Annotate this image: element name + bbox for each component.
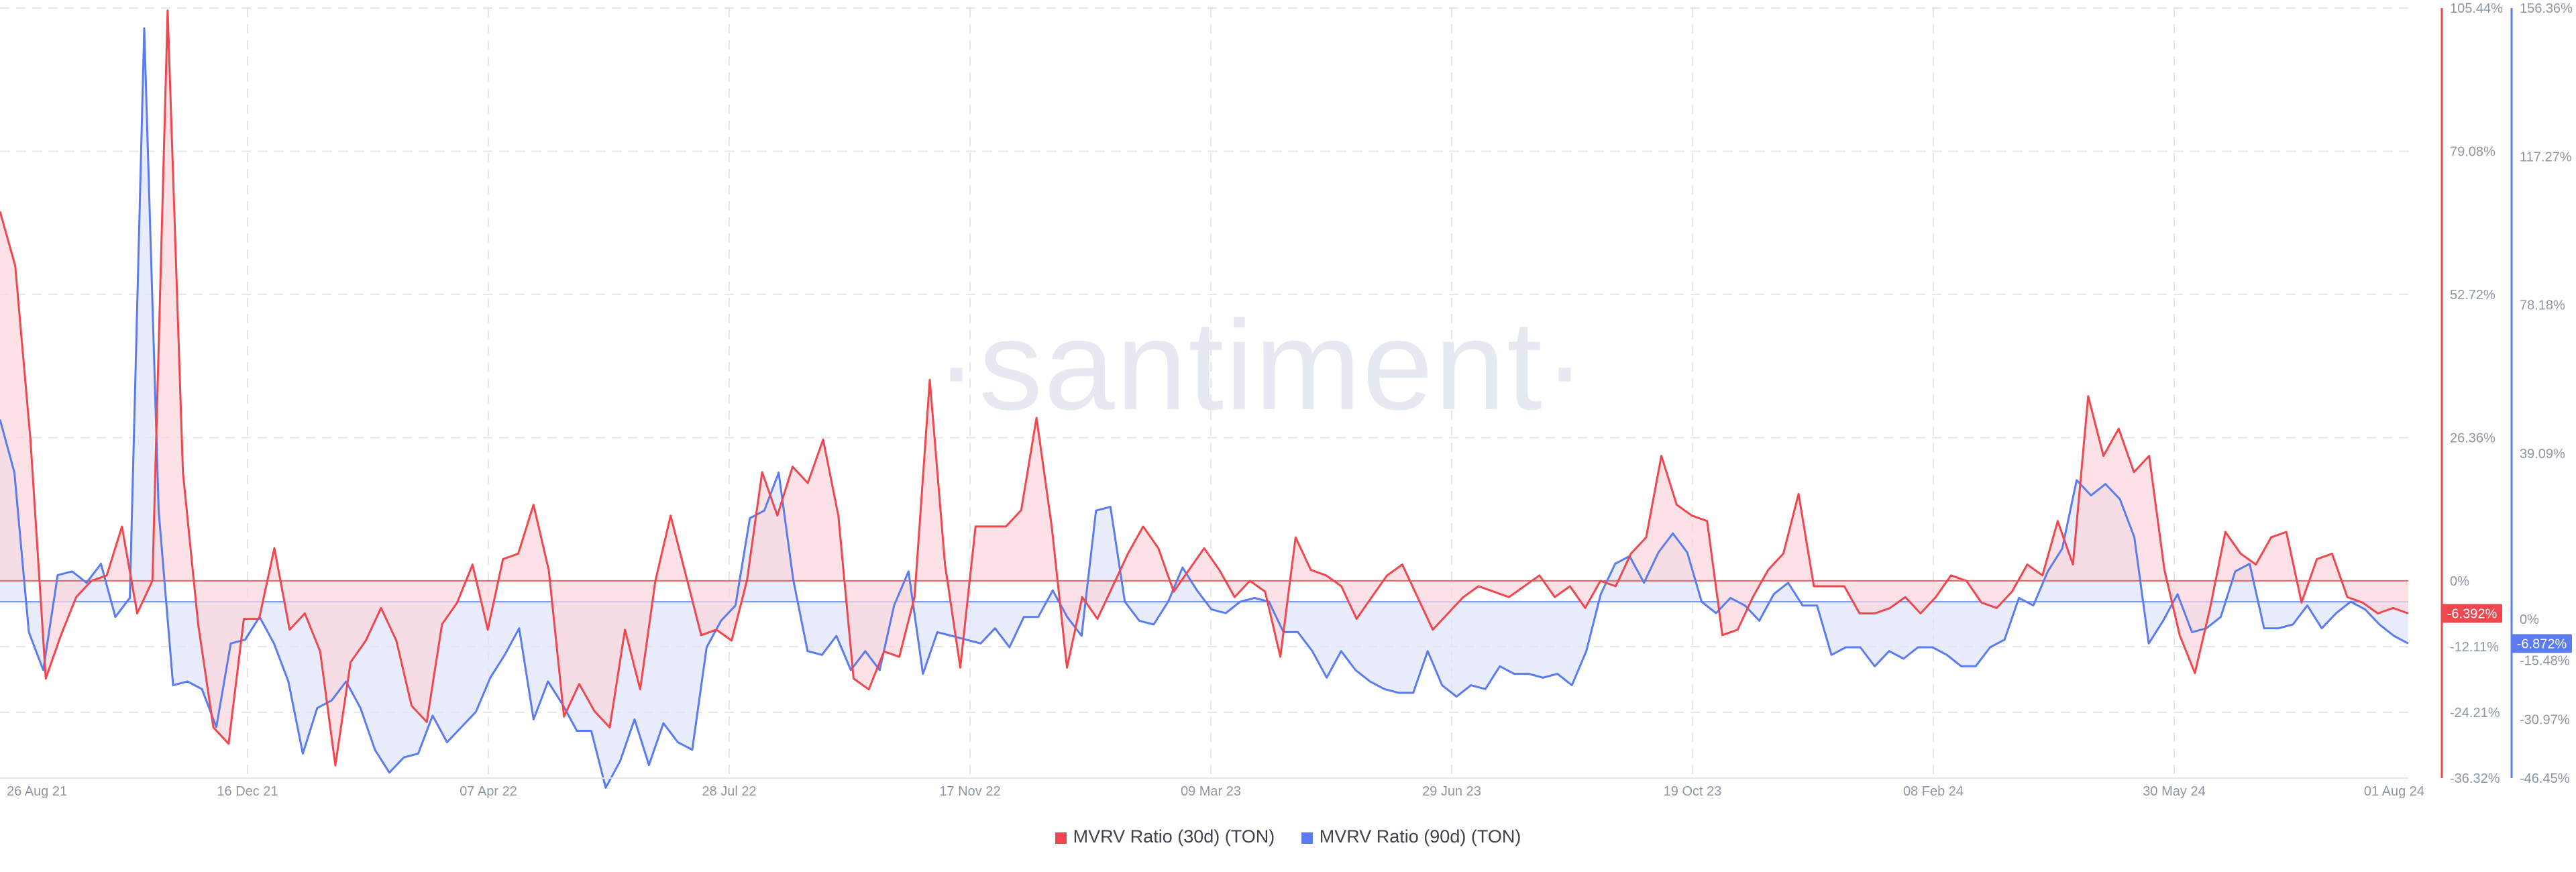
current-value-badge-30d: -6.392%	[2447, 606, 2498, 621]
y-tick-label-90d: -15.48%	[2520, 654, 2570, 669]
y-tick-label-90d: 117.27%	[2520, 150, 2572, 164]
y-axis-ticks: 105.44% 79.08% 52.72% 26.36% 0% -12.11% -24.21…	[2442, 1, 2573, 786]
area-fills	[0, 10, 2408, 788]
legend: MVRV Ratio (30d) (TON) MVRV Ratio (90d) …	[0, 826, 2576, 847]
x-axis-ticks: 26 Aug 21 16 Dec 21 07 Apr 22 28 Jul 22 17 N…	[7, 784, 2424, 799]
x-tick-label: 09 Mar 23	[1181, 784, 1241, 799]
y-tick-label-30d: 79.08%	[2450, 144, 2496, 159]
y-tick-label-30d: 52.72%	[2450, 288, 2496, 303]
x-tick-label: 16 Dec 21	[217, 784, 278, 799]
y-tick-label-30d: -24.21%	[2450, 706, 2500, 720]
y-tick-label-90d: 78.18%	[2520, 298, 2565, 313]
area-fill-30d	[0, 10, 2408, 766]
x-tick-label: 17 Nov 22	[939, 784, 1000, 799]
legend-swatch-30d	[1055, 832, 1067, 844]
y-tick-label-30d: -36.32%	[2450, 771, 2500, 786]
y-tick-label-30d: 26.36%	[2450, 431, 2496, 445]
x-tick-label: 30 May 24	[2143, 784, 2205, 799]
y-tick-label-30d: 105.44%	[2450, 1, 2503, 16]
current-value-badge-90d-bg	[2512, 634, 2572, 653]
current-value-badge-30d-bg	[2442, 604, 2502, 623]
y-tick-label-30d: -12.11%	[2450, 640, 2499, 655]
legend-item-90d[interactable]: MVRV Ratio (90d) (TON)	[1301, 826, 1521, 847]
y-tick-label-90d: 0%	[2520, 612, 2539, 627]
x-tick-label: 07 Apr 22	[460, 784, 517, 799]
santiment-watermark: ·santiment·	[935, 294, 1587, 437]
y-tick-label-90d: 39.09%	[2520, 447, 2565, 461]
y-tick-label-90d: -46.45%	[2520, 771, 2570, 786]
x-tick-label: 29 Jun 23	[1422, 784, 1481, 799]
legend-swatch-90d	[1301, 832, 1313, 844]
series-lines	[0, 9, 2409, 789]
y-tick-label-30d: 0%	[2450, 574, 2469, 589]
y-tick-label-90d: 156.36%	[2520, 1, 2573, 16]
x-tick-label: 08 Feb 24	[1903, 784, 1964, 799]
legend-label-90d: MVRV Ratio (90d) (TON)	[1319, 826, 1521, 847]
legend-item-30d[interactable]: MVRV Ratio (30d) (TON)	[1055, 826, 1275, 847]
x-tick-label: 26 Aug 21	[7, 784, 67, 799]
x-tick-label: 01 Aug 24	[2364, 784, 2424, 799]
x-tick-label: 19 Oct 23	[1664, 784, 1722, 799]
current-value-badge-90d: -6.872%	[2517, 637, 2567, 651]
y-tick-label-90d: -30.97%	[2520, 712, 2570, 727]
series-line-30d	[0, 9, 2409, 767]
x-tick-label: 28 Jul 22	[702, 784, 756, 799]
series-line-90d	[0, 27, 2409, 789]
legend-label-30d: MVRV Ratio (30d) (TON)	[1073, 826, 1275, 847]
